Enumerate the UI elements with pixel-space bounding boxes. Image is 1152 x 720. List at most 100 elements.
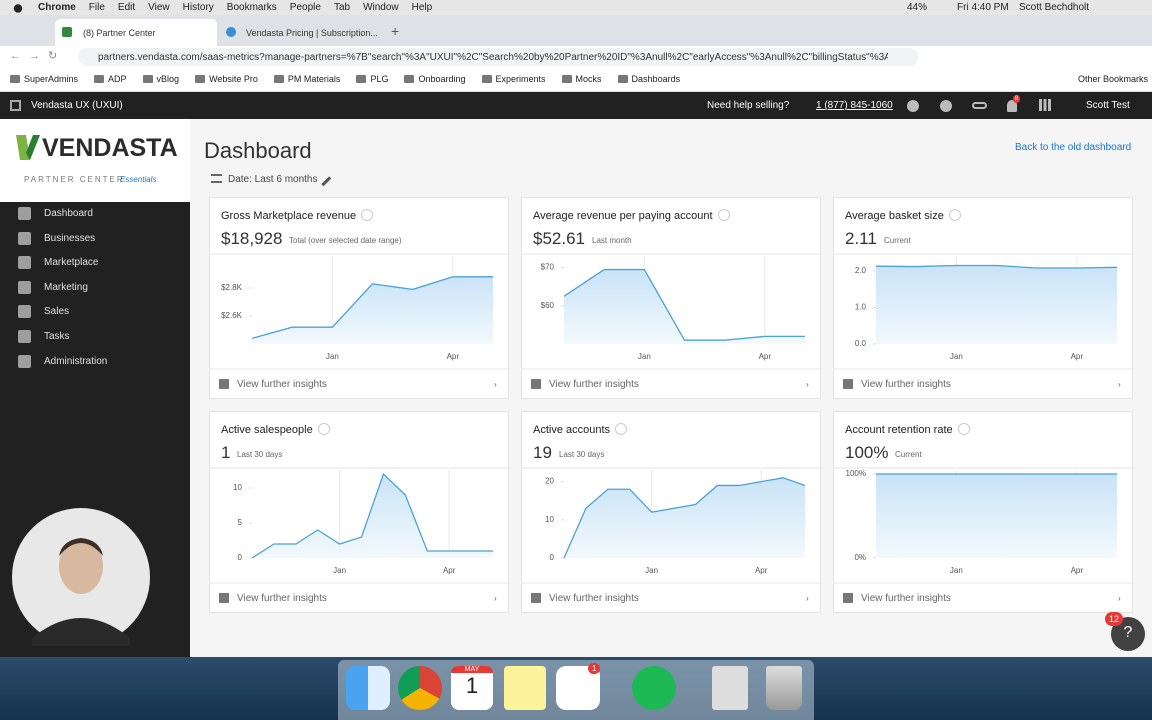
- bug-icon[interactable]: [907, 100, 919, 112]
- tab-active[interactable]: (8) Partner Center: [55, 19, 217, 46]
- help-icon[interactable]: [940, 100, 952, 112]
- menu-item[interactable]: Help: [411, 2, 433, 13]
- insights-link[interactable]: View further insights: [861, 593, 951, 604]
- bookmark[interactable]: Experiments: [481, 74, 546, 84]
- insights-link[interactable]: View further insights: [237, 593, 327, 604]
- product-name: PARTNER CENTER: [24, 175, 125, 184]
- bookmark[interactable]: PLG: [356, 74, 388, 84]
- area: [252, 276, 493, 344]
- user-name[interactable]: Scott Bechdholt: [1019, 2, 1090, 13]
- notification-icon[interactable]: [1007, 100, 1017, 112]
- bookmark[interactable]: vBlog: [142, 74, 179, 84]
- nav-icon: [18, 231, 31, 245]
- trash[interactable]: [766, 666, 802, 710]
- account-name[interactable]: Vendasta UX (UXUI): [31, 100, 123, 111]
- card-value: $52.61: [533, 229, 585, 248]
- nav-item[interactable]: Marketplace: [0, 251, 190, 275]
- nav-buttons[interactable]: ←→↻: [10, 50, 66, 62]
- chrome[interactable]: [398, 666, 442, 710]
- bookmark[interactable]: Dashboards: [617, 74, 680, 84]
- app-menu[interactable]: Chrome: [38, 2, 76, 13]
- calendar-day: 1: [465, 673, 479, 698]
- bookmark-label: PLG: [370, 74, 389, 84]
- filter-icon: [211, 174, 222, 183]
- address-bar: ←→↻ partners.vendasta.com/saas-metrics?m…: [0, 46, 1152, 68]
- menu-item[interactable]: People: [289, 2, 321, 13]
- notes[interactable]: [504, 666, 546, 710]
- menu-item[interactable]: View: [148, 2, 170, 13]
- chevron: ›: [1118, 594, 1121, 603]
- movie-file[interactable]: [712, 666, 748, 710]
- metric-card: Average revenue per paying account $52.61…: [521, 197, 822, 399]
- card-note: Total (over selected date range): [289, 236, 402, 245]
- card-note: Last 30 days: [237, 450, 283, 459]
- menu-item[interactable]: History: [182, 2, 214, 13]
- omnibox[interactable]: [78, 48, 918, 66]
- bookmark[interactable]: Mocks: [561, 74, 602, 84]
- edit-icon[interactable]: [315, 170, 332, 187]
- menu-item[interactable]: Bookmarks: [226, 2, 277, 13]
- menu-item[interactable]: Tab: [333, 2, 351, 13]
- info-icon: [615, 423, 627, 435]
- y-tick-label: 10: [233, 483, 242, 492]
- calendar[interactable]: MAY 1: [451, 666, 493, 710]
- bookmark[interactable]: Website Pro: [195, 74, 258, 84]
- nav-item[interactable]: Administration: [0, 350, 190, 374]
- finder[interactable]: [346, 666, 390, 710]
- card-value: $18,928: [221, 229, 283, 248]
- tab-icon: [226, 27, 236, 37]
- mini-chart: Jan Apr 0.0 1.0 2.0 ›: [834, 253, 1134, 389]
- nav-label: Marketing: [44, 281, 88, 293]
- spotify[interactable]: [632, 666, 676, 710]
- bookmark-label: Website Pro: [209, 74, 258, 84]
- bookmark[interactable]: SuperAdmins: [10, 74, 78, 84]
- nav-item[interactable]: Sales: [0, 300, 190, 324]
- y-tick-label: 0: [550, 553, 555, 562]
- metric-card: Active accounts 19 Last 30 days Jan Apr 0 10 20…: [521, 411, 822, 613]
- bookmark[interactable]: Onboarding: [404, 74, 466, 84]
- x-tick-label: Apr: [447, 352, 460, 361]
- user-menu[interactable]: Scott Test: [1086, 100, 1130, 111]
- insights-link[interactable]: View further insights: [549, 379, 639, 390]
- menu-item[interactable]: Edit: [117, 2, 136, 13]
- app-header: Vendasta UX (UXUI) Need help selling? 1 …: [0, 92, 1152, 119]
- line: [563, 477, 806, 559]
- link-icon[interactable]: [972, 102, 987, 109]
- phone-number[interactable]: 1 (877) 845-1060: [816, 100, 893, 111]
- nav-item[interactable]: Tasks: [0, 325, 190, 349]
- line: [563, 268, 805, 341]
- chevron: ›: [806, 594, 809, 603]
- card-note: Current: [895, 450, 922, 459]
- other-bookmarks[interactable]: Other Bookmarks: [1078, 74, 1149, 84]
- nav-item[interactable]: Marketing: [0, 276, 190, 300]
- metric-card: Gross Marketplace revenue $18,928 Total (o…: [209, 197, 510, 399]
- back-link[interactable]: Back to the old dashboard: [1015, 142, 1132, 153]
- info-icon: [958, 423, 970, 435]
- bookmark-icon: [356, 75, 367, 83]
- bookmark-icon: [561, 75, 572, 83]
- clock: Fri 4:40 PM: [957, 2, 1009, 13]
- bookmark[interactable]: PM Materials: [273, 74, 340, 84]
- tab[interactable]: Vendasta Pricing | Subscription...: [246, 28, 378, 38]
- y-tick-label: 0: [238, 553, 243, 562]
- bookmark-icon: [617, 75, 628, 83]
- nav-icon: [18, 354, 31, 368]
- insights-link[interactable]: View further insights: [549, 593, 639, 604]
- url[interactable]: partners.vendasta.com/saas-metrics?manag…: [98, 52, 888, 63]
- menu-item[interactable]: File: [88, 2, 105, 13]
- date-filter[interactable]: Date: Last 6 months: [228, 174, 318, 185]
- insights-link[interactable]: View further insights: [861, 379, 951, 390]
- new-tab[interactable]: +: [391, 23, 400, 39]
- bookmark[interactable]: ADP: [94, 74, 127, 84]
- apps-icon[interactable]: [1039, 99, 1051, 111]
- bookmarks: SuperAdmins ADP vBlog Website Pro PM Materia…: [10, 74, 680, 84]
- bookmark-icon: [94, 75, 105, 83]
- menu-item[interactable]: Window: [363, 2, 399, 13]
- nav-label: Sales: [44, 306, 70, 318]
- nav-item[interactable]: Businesses: [0, 227, 190, 251]
- insights-link[interactable]: View further insights: [237, 379, 327, 390]
- y-tick-label: 10: [545, 515, 554, 524]
- info-icon: [949, 209, 961, 221]
- nav-item[interactable]: Dashboard: [0, 202, 190, 226]
- bookmark-label: Mocks: [575, 74, 602, 84]
